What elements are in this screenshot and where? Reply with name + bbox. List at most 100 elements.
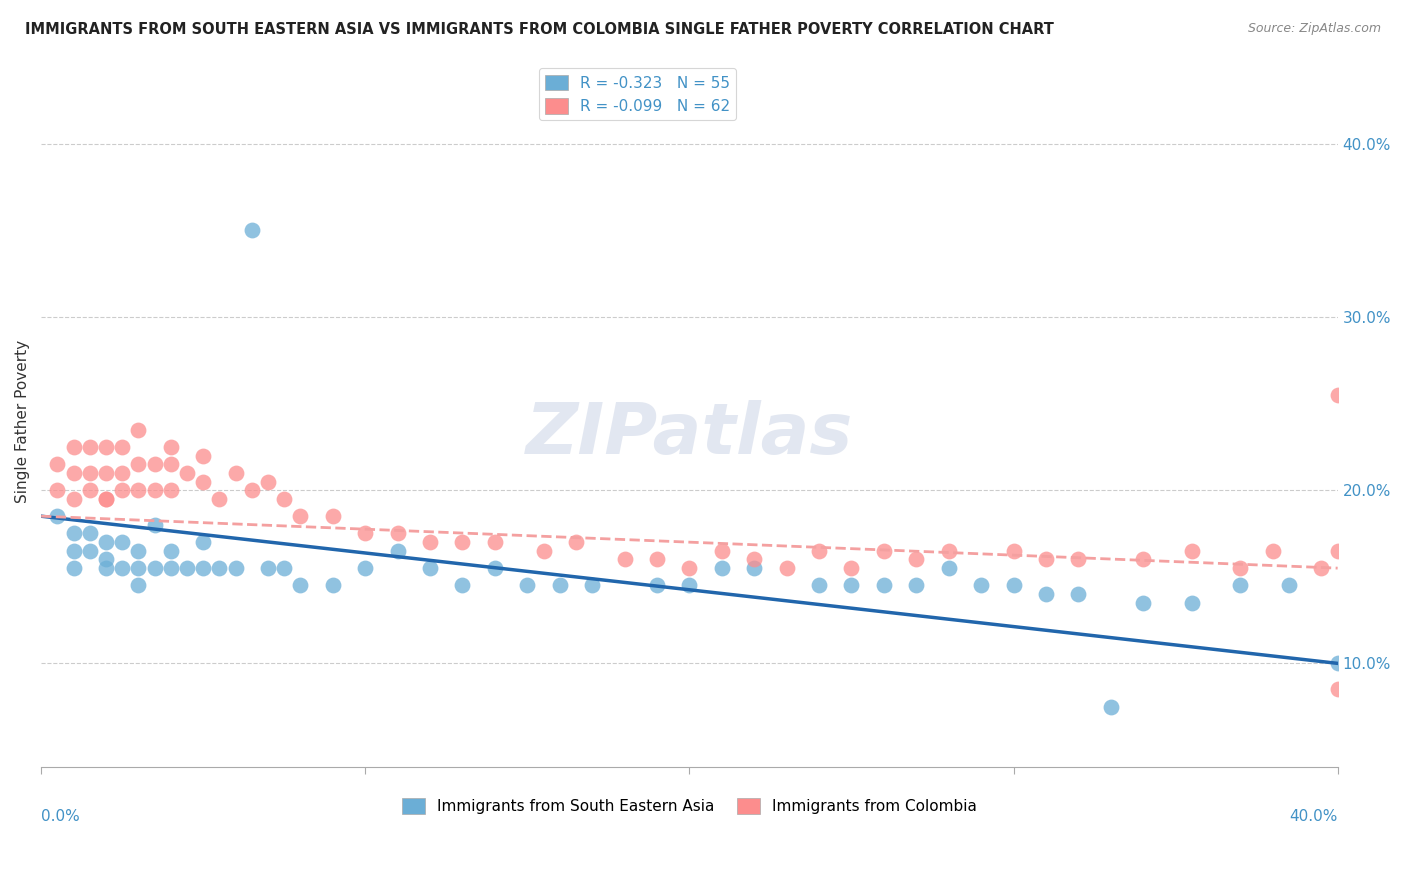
Point	[548, 578, 571, 592]
Point	[1261, 544, 1284, 558]
Point	[79, 466, 101, 480]
Point	[94, 535, 117, 549]
Point	[645, 552, 668, 566]
Point	[240, 223, 263, 237]
Point	[742, 552, 765, 566]
Point	[565, 535, 588, 549]
Point	[127, 457, 149, 471]
Point	[905, 552, 928, 566]
Point	[193, 449, 215, 463]
Point	[208, 561, 231, 575]
Point	[46, 457, 69, 471]
Point	[79, 526, 101, 541]
Point	[1278, 578, 1301, 592]
Point	[1002, 544, 1025, 558]
Point	[143, 517, 166, 532]
Legend: R = -0.323   N = 55, R = -0.099   N = 62: R = -0.323 N = 55, R = -0.099 N = 62	[538, 69, 737, 120]
Point	[581, 578, 603, 592]
Point	[1132, 596, 1154, 610]
Point	[79, 440, 101, 454]
Point	[1067, 587, 1090, 601]
Point	[484, 561, 506, 575]
Point	[808, 578, 831, 592]
Point	[387, 544, 409, 558]
Point	[159, 440, 181, 454]
Point	[354, 526, 377, 541]
Point	[62, 440, 84, 454]
Point	[94, 491, 117, 506]
Point	[143, 483, 166, 498]
Point	[62, 561, 84, 575]
Point	[240, 483, 263, 498]
Point	[516, 578, 538, 592]
Point	[111, 483, 134, 498]
Point	[484, 535, 506, 549]
Point	[127, 423, 149, 437]
Point	[1099, 699, 1122, 714]
Point	[62, 544, 84, 558]
Point	[1326, 682, 1348, 697]
Text: 0.0%: 0.0%	[41, 809, 80, 824]
Point	[176, 561, 198, 575]
Point	[208, 491, 231, 506]
Point	[451, 535, 474, 549]
Point	[841, 561, 863, 575]
Point	[94, 491, 117, 506]
Point	[193, 561, 215, 575]
Point	[127, 578, 149, 592]
Point	[451, 578, 474, 592]
Point	[710, 561, 733, 575]
Point	[111, 440, 134, 454]
Point	[79, 483, 101, 498]
Point	[273, 561, 295, 575]
Point	[159, 457, 181, 471]
Text: IMMIGRANTS FROM SOUTH EASTERN ASIA VS IMMIGRANTS FROM COLOMBIA SINGLE FATHER POV: IMMIGRANTS FROM SOUTH EASTERN ASIA VS IM…	[25, 22, 1054, 37]
Point	[257, 561, 280, 575]
Point	[62, 466, 84, 480]
Point	[290, 509, 312, 524]
Point	[46, 509, 69, 524]
Point	[841, 578, 863, 592]
Point	[94, 561, 117, 575]
Point	[94, 466, 117, 480]
Point	[225, 466, 247, 480]
Point	[419, 535, 441, 549]
Y-axis label: Single Father Poverty: Single Father Poverty	[15, 339, 30, 502]
Point	[322, 578, 344, 592]
Point	[159, 544, 181, 558]
Point	[290, 578, 312, 592]
Point	[1229, 561, 1251, 575]
Point	[905, 578, 928, 592]
Point	[1181, 544, 1204, 558]
Point	[678, 578, 700, 592]
Point	[46, 483, 69, 498]
Point	[111, 466, 134, 480]
Point	[873, 578, 896, 592]
Point	[354, 561, 377, 575]
Point	[710, 544, 733, 558]
Point	[127, 561, 149, 575]
Point	[1181, 596, 1204, 610]
Point	[127, 544, 149, 558]
Point	[1067, 552, 1090, 566]
Point	[645, 578, 668, 592]
Point	[127, 483, 149, 498]
Point	[94, 552, 117, 566]
Point	[111, 535, 134, 549]
Point	[143, 457, 166, 471]
Point	[1002, 578, 1025, 592]
Point	[1310, 561, 1333, 575]
Point	[1326, 544, 1348, 558]
Point	[970, 578, 993, 592]
Point	[159, 561, 181, 575]
Point	[159, 483, 181, 498]
Point	[873, 544, 896, 558]
Text: Source: ZipAtlas.com: Source: ZipAtlas.com	[1247, 22, 1381, 36]
Point	[193, 475, 215, 489]
Point	[273, 491, 295, 506]
Point	[775, 561, 797, 575]
Point	[808, 544, 831, 558]
Point	[1326, 388, 1348, 402]
Point	[938, 544, 960, 558]
Point	[94, 440, 117, 454]
